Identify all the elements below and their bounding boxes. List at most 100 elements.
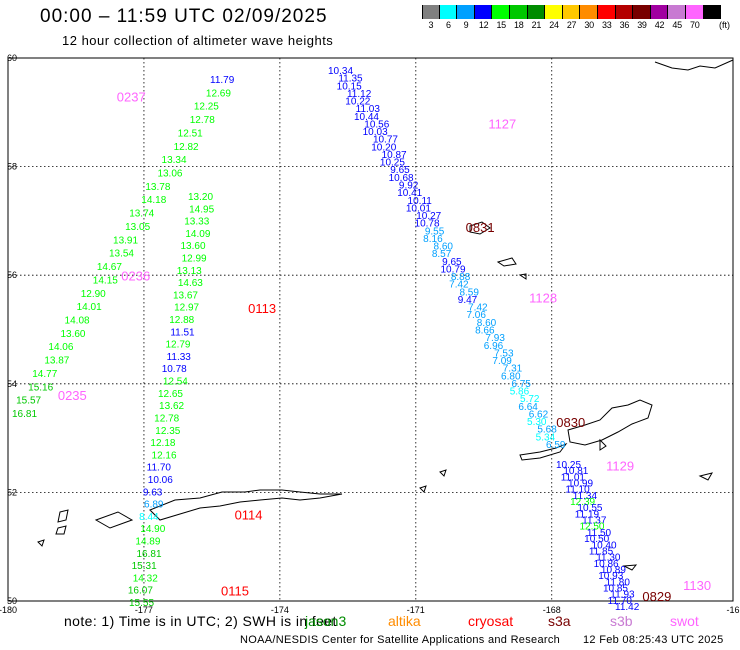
legend-label: 24: [549, 20, 559, 30]
legend-bin: 12: [474, 5, 493, 30]
legend-label: 70: [689, 20, 700, 30]
wave-height-value: 13.91: [113, 235, 138, 246]
wave-height-value: 7.09: [492, 356, 512, 367]
wave-height-value: 16.07: [128, 586, 153, 597]
page-title: 00:00 – 11:59 UTC 02/09/2025: [40, 6, 328, 27]
wave-height-value: 10.15: [337, 81, 362, 92]
axis-tick-labels: -180 -177 -174 -171 -168 -16 60 58 56 54 52 50: [0, 53, 740, 615]
coastline: [37, 539, 45, 547]
wave-height-value: 10.44: [354, 112, 379, 123]
wave-height-value: 13.20: [188, 192, 213, 203]
footer-note: note: 1) Time is in UTC; 2) SWH is in fe…: [64, 613, 337, 629]
latitude-tick-label: 50: [7, 596, 17, 606]
legend-bin: 30: [580, 5, 598, 30]
legend-bin: 42: [650, 5, 669, 30]
wave-height-value: 12.54: [163, 377, 188, 388]
wave-height-value: 14.67: [97, 262, 122, 273]
wave-height-value: 13.54: [109, 249, 134, 260]
wave-height-value: 11.03: [356, 104, 381, 115]
wave-height-value: 10.20: [371, 142, 396, 153]
longitude-tick-label: -168: [543, 605, 561, 615]
wave-height-value: 12.69: [206, 88, 231, 99]
legend-swatch: [650, 5, 669, 19]
wave-height-value: 10.06: [148, 475, 173, 486]
latitude-tick-label: 58: [7, 162, 17, 172]
wave-height-value: 8.60: [434, 242, 454, 253]
legend-swatch: [597, 5, 616, 19]
wave-height-value: 14.18: [141, 195, 166, 206]
wave-height-value: 5.30: [527, 417, 547, 428]
wave-height-value: 16.81: [137, 549, 162, 560]
satellite-legend-item: s3a: [548, 613, 571, 629]
wave-height-value: 10.03: [363, 127, 388, 138]
legend-label: 15: [496, 20, 506, 30]
legend-label: 6: [446, 20, 451, 30]
coastline: [519, 442, 568, 461]
wave-height-value: 6.75: [511, 379, 531, 390]
legend-bin: [703, 5, 722, 30]
legend-label: 36: [619, 20, 630, 30]
wave-height-value: 14.15: [93, 275, 118, 286]
wave-height-value: 11.34: [573, 491, 598, 502]
wave-height-value: 5.72: [520, 394, 540, 405]
wave-height-value: 10.89: [601, 565, 626, 576]
legend-label: 45: [672, 20, 682, 30]
wave-height-value: 15.57: [16, 396, 41, 407]
legend-bin: 18: [509, 5, 528, 30]
legend-swatch: [492, 5, 510, 19]
wave-height-value: 13.87: [44, 356, 69, 367]
track-time-label: 1130: [683, 578, 711, 593]
wave-height-value: 11.85: [589, 546, 614, 557]
legend-swatch: [580, 5, 598, 19]
coastline-layer: [37, 59, 734, 571]
wave-height-value: 11.01: [561, 472, 586, 483]
wave-height-value: 13.34: [162, 155, 187, 166]
wave-height-value: 6.89: [144, 500, 164, 511]
wave-height-value: 7.42: [449, 280, 469, 291]
wave-height-value: 13.74: [129, 209, 154, 220]
wave-height-value: 12.18: [150, 438, 175, 449]
coastline: [57, 509, 69, 523]
coastline: [654, 59, 734, 71]
wave-height-value: 10.27: [416, 211, 441, 222]
wave-height-value: 9.63: [143, 487, 163, 498]
wave-height-value: 12.78: [154, 413, 179, 424]
legend-bin: 24: [545, 5, 563, 30]
wave-height-value: 11.70: [608, 596, 633, 607]
longitude-tick-label: -16: [726, 605, 739, 615]
wave-height-value: 11.33: [167, 352, 192, 363]
track-time-label: 0235: [58, 388, 87, 403]
wave-height-value: 16.81: [12, 409, 37, 420]
wave-height-value: 6.64: [518, 402, 538, 413]
wave-height-value: 6.80: [501, 371, 521, 382]
wave-height-value: 11.19: [575, 509, 600, 520]
satellite-legend-item: swot: [670, 613, 699, 629]
legend-bin: 39: [633, 5, 651, 30]
wave-height-value: 10.93: [598, 571, 623, 582]
wave-height-value: 11.50: [587, 528, 612, 539]
wave-height-value: 11.37: [582, 516, 607, 527]
wave-height-value: 11.30: [596, 553, 621, 564]
wave-height-value: 12.51: [178, 128, 203, 139]
legend-bin: 33: [597, 5, 616, 30]
legend-unit: (ft): [719, 20, 730, 30]
wave-height-value: 12.82: [174, 142, 199, 153]
wave-height-value: 12.88: [169, 315, 194, 326]
longitude-tick-label: -174: [271, 605, 289, 615]
wave-height-value: 10.78: [162, 364, 187, 375]
wave-height-value: 10.25: [556, 460, 581, 471]
wave-height-value: 10.55: [577, 503, 602, 514]
wave-height-value: 11.35: [338, 74, 363, 85]
legend-label: 42: [654, 20, 665, 30]
wave-height-value: 12.35: [155, 426, 180, 437]
track-time-label: 0829: [642, 589, 671, 604]
wave-height-value: 5.34: [536, 432, 556, 443]
wave-height-value: 10.85: [603, 583, 628, 594]
wave-height-value: 12.97: [174, 303, 199, 314]
satellite-legend-item: jason3: [305, 613, 347, 629]
wave-height-value: 14.01: [77, 302, 102, 313]
track-time-label: 1129: [606, 459, 634, 474]
wave-height-value: 5.86: [510, 387, 530, 398]
legend-swatch: [509, 5, 528, 19]
